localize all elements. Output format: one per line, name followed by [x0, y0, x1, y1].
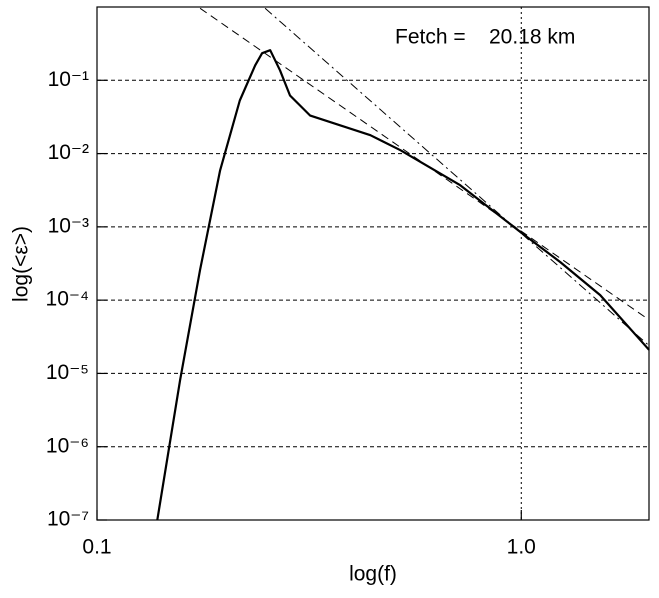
series-line [264, 7, 650, 346]
y-tick-label: 10⁻² [48, 141, 89, 164]
series-line [156, 49, 650, 521]
y-tick-label: 10⁻⁵ [46, 361, 89, 384]
y-tick-label: 10⁻⁶ [46, 434, 89, 457]
y-tick-label: 10⁻⁴ [46, 288, 89, 311]
y-tick-label: 10⁻³ [48, 214, 89, 237]
annotation: Fetch = 20.18 km [395, 26, 575, 49]
y-tick-label: 10⁻¹ [48, 68, 89, 91]
x-tick-label: 0.1 [82, 536, 111, 559]
y-tick-label: 10⁻⁷ [47, 508, 89, 531]
x-tick-label: 1.0 [507, 536, 536, 559]
plot-frame [96, 6, 650, 521]
y-axis-label: log(<ε>) [10, 226, 33, 302]
series-line [199, 7, 650, 321]
x-axis-label: log(f) [349, 563, 397, 586]
